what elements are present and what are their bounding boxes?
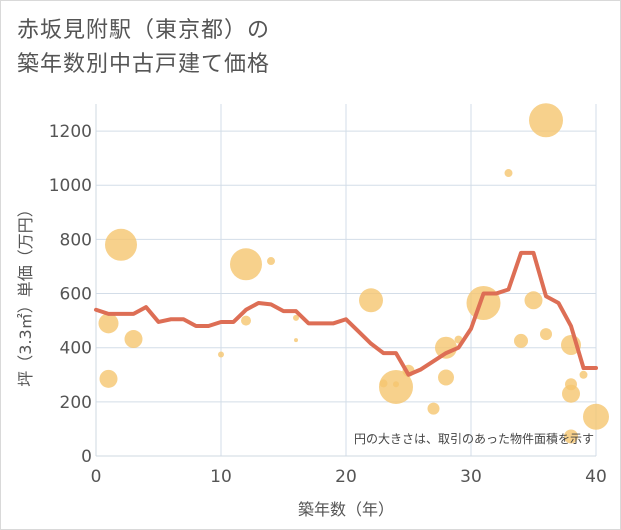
data-bubble	[98, 313, 119, 334]
data-bubble	[99, 369, 118, 388]
data-bubble	[504, 169, 513, 178]
chart-title-line-1: 赤坂見附駅（東京都）の	[17, 18, 271, 43]
data-bubble	[524, 291, 543, 310]
chart-title-line-2: 築年数別中古戸建て価格	[17, 52, 271, 77]
y-tick-label: 200	[60, 393, 92, 413]
data-bubble	[562, 384, 580, 403]
y-tick-label: 1000	[49, 176, 92, 196]
data-bubble	[359, 288, 383, 313]
x-tick-label: 20	[335, 467, 357, 487]
y-tick-label: 400	[60, 339, 92, 359]
x-tick-label: 0	[91, 467, 102, 487]
average-price-line	[94, 250, 598, 377]
y-tick-label: 600	[60, 285, 92, 305]
data-bubble	[293, 314, 299, 321]
data-bubble	[438, 369, 454, 386]
data-bubble	[435, 336, 457, 359]
data-bubble	[267, 257, 275, 266]
data-bubble	[241, 315, 251, 326]
average-line	[94, 250, 598, 377]
data-bubble	[230, 248, 262, 281]
data-bubble	[427, 402, 440, 415]
data-bubble	[583, 403, 609, 430]
data-bubble	[466, 286, 501, 321]
tick-labels: 0 200 400 600 800 1000 1200 0 10 20 30 40	[49, 122, 607, 487]
chart-title: 赤坂見附駅（東京都）の 築年数別中古戸建て価格	[17, 14, 270, 82]
data-bubble	[514, 333, 528, 348]
size-note: 円の大きさは、取引のあった物件面積を示す	[354, 431, 594, 446]
data-bubble	[105, 228, 137, 261]
x-axis-title: 築年数（年）	[298, 500, 394, 519]
data-bubble	[294, 338, 298, 343]
data-bubble	[564, 429, 578, 444]
y-tick-label: 800	[60, 230, 92, 250]
data-bubble	[218, 351, 224, 358]
grid-lines	[95, 104, 597, 457]
data-bubble	[393, 381, 399, 388]
x-tick-label: 10	[210, 467, 232, 487]
y-tick-label: 0	[81, 447, 92, 467]
x-tick-label: 30	[460, 467, 482, 487]
y-tick-label: 1200	[49, 122, 92, 142]
y-axis-title: 坪（3.3㎡）単価（万円）	[16, 201, 35, 386]
x-tick-label: 40	[585, 467, 607, 487]
data-bubble	[579, 370, 588, 379]
data-bubble	[540, 328, 552, 341]
data-bubble	[124, 330, 143, 349]
data-bubble	[529, 103, 563, 138]
bubbles	[98, 103, 609, 444]
